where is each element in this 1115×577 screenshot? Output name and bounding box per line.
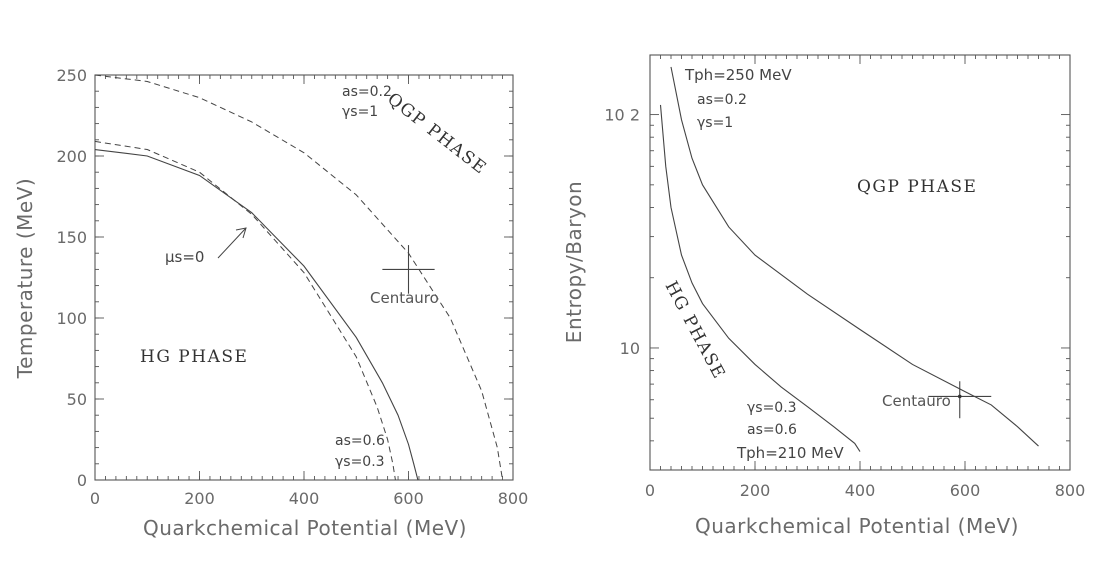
left-chart-panel: 0 200 400 600 800 0 50 100 150 200 250 Quarkchemic…	[0, 0, 557, 577]
entropy-phase-diagram: 0 200 400 600 800 10 10 2 Quarkchemical Potent…	[562, 54, 1086, 538]
top-curve-label-1: as=0.2	[342, 84, 392, 100]
series-line-0	[94, 148, 419, 481]
top-curve-label-2: γs=1	[342, 104, 378, 120]
bottom-curve-label-2: γs=0.3	[335, 454, 385, 470]
x-tick-label: 400	[289, 489, 320, 508]
series-line-1	[659, 104, 861, 452]
y-tick-label: 50	[67, 390, 87, 409]
right-chart-panel: 0 200 400 600 800 10 10 2 Quarkchemical Potent…	[557, 0, 1115, 577]
y-tick-label: 0	[77, 471, 87, 490]
bottom-curve-label-1: γs=0.3	[747, 400, 797, 416]
x-tick-label: 200	[740, 481, 771, 500]
x-tick-label: 800	[498, 489, 529, 508]
x-axis-title: Quarkchemical Potential (MeV)	[143, 516, 467, 540]
centauro-label-right: Centauro	[882, 392, 951, 410]
y-tick-label: 10	[620, 339, 640, 358]
x-tick-label: 600	[950, 481, 981, 500]
centauro-label-left: Centauro	[370, 289, 439, 307]
y-tick-label: 10 2	[604, 106, 640, 125]
bottom-curve-label-2: as=0.6	[747, 422, 797, 438]
x-tick-label: 0	[90, 489, 100, 508]
top-curve-label-1: Tph=250 MeV	[684, 66, 792, 84]
x-tick-label: 200	[184, 489, 215, 508]
mu-s-arrow	[217, 227, 247, 259]
temperature-phase-diagram: 0 200 400 600 800 0 50 100 150 200 250 Quarkchemic…	[13, 66, 529, 540]
y-axis-title: Entropy/Baryon	[562, 181, 586, 343]
top-curve-label-3: γs=1	[697, 115, 733, 131]
y-tick-label: 100	[56, 309, 87, 328]
x-tick-label: 0	[645, 481, 655, 500]
centauro-point	[957, 394, 962, 399]
bottom-curve-label-1: as=0.6	[335, 433, 385, 449]
series-line-0	[670, 66, 1039, 447]
series-line-1	[94, 140, 396, 481]
series-line-2	[94, 74, 504, 481]
y-axis-title: Temperature (MeV)	[13, 178, 37, 379]
hg-phase-label: HG PHASE	[661, 278, 730, 383]
qgp-phase-label: QGP PHASE	[383, 89, 490, 179]
x-tick-label: 400	[845, 481, 876, 500]
y-tick-label: 200	[56, 147, 87, 166]
top-curve-label-2: as=0.2	[697, 92, 747, 108]
x-tick-label: 600	[393, 489, 424, 508]
x-axis-title: Quarkchemical Potential (MeV)	[695, 514, 1019, 538]
y-tick-label: 250	[56, 66, 87, 85]
mu-s-label: μs=0	[165, 248, 204, 266]
y-tick-label: 150	[56, 228, 87, 247]
bottom-curve-label-3: Tph=210 MeV	[736, 444, 844, 462]
x-tick-label: 800	[1055, 481, 1086, 500]
qgp-phase-label: QGP PHASE	[857, 177, 977, 197]
hg-phase-label: HG PHASE	[140, 347, 248, 367]
